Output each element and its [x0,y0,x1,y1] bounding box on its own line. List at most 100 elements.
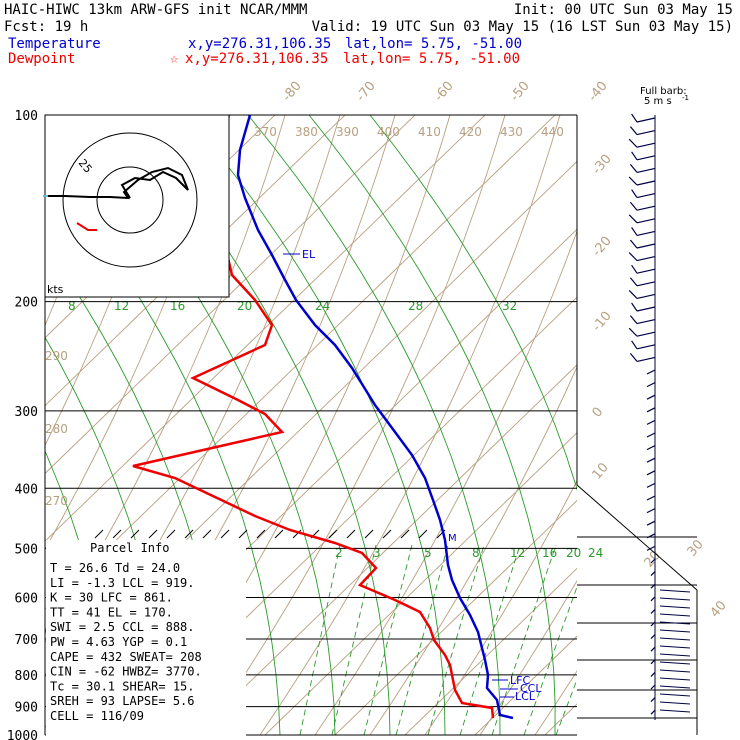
wind-barbs [628,113,691,720]
pressure-tick-label: 1000 [7,729,38,740]
wind-barb [636,155,656,161]
isotherm-label-right: 10 [590,460,612,482]
wind-barb [646,419,656,425]
hatch-mark [256,529,266,539]
wind-barb [646,520,656,526]
wind-barb [646,394,656,400]
ccl-marker-label: CCL [520,682,542,695]
wind-barb-flag [631,302,638,312]
lfc-marker-label: LFC [510,674,530,687]
hatch-mark [328,529,338,539]
isotherm-line [404,567,577,735]
lcl-marker-label: LCL [515,690,536,703]
dry-adiabat-line [590,115,740,735]
wind-barb [636,319,656,325]
wind-barb-flag [629,164,638,173]
hatch-mark [238,529,248,539]
wind-barb-flag [628,252,638,262]
wind-barb-flag [631,189,638,198]
parcel-row: LI = -1.3 LCL = 919. [50,576,195,590]
wind-barb [636,268,656,274]
wind-barb [650,671,656,677]
wind-barb-flag [629,277,638,287]
isotherm-line [264,432,577,735]
parcel-title: Parcel Info [90,541,169,555]
isotherm-line [615,115,740,735]
wind-barb-flag [631,340,638,350]
wind-barb-low [659,605,691,609]
pressure-tick-label: 500 [15,542,38,557]
mixing-ratio-line [427,544,485,735]
wind-barb [650,596,656,602]
moist-adiabat-line [308,115,556,735]
wind-barb-low [659,677,691,681]
wind-barb [646,495,656,501]
mixing-ratio-line [363,544,413,735]
temperature-xy: x,y=276.31,106.35 [188,36,331,52]
hatch-mark [382,529,392,539]
pressure-tick-label: 300 [15,405,38,420]
parcel-row: CAPE = 432 SWEAT= 208 [50,650,202,664]
hatch-mark [220,529,230,539]
header-init: Init: 00 UTC Sun 03 May 15 [514,2,733,18]
isotherm-label-right: 0 [590,405,607,421]
theta-label-top: 420 [459,125,482,139]
wind-barb-low [659,693,691,697]
hatch-mark [364,529,374,539]
dewpoint-star-icon: ☆ [170,51,179,67]
hatch-mark [418,529,428,539]
pressure-tick-label: 200 [15,296,38,311]
wind-barb [636,180,656,186]
theta-label-top: 390 [336,125,359,139]
hatch-mark [184,529,194,539]
hodograph-units-label: kts [47,283,64,296]
theta-label-left: 280 [45,422,68,436]
wind-barb [650,709,656,715]
mixing-ratio-label-upper: 16 [170,299,185,313]
pressure-tick-label: 900 [15,701,38,716]
wind-barb [650,684,656,690]
dry-adiabat-line [314,229,577,735]
parcel-info-panel: Parcel Info T = 26.6 Td = 24.0LI = -1.3 L… [46,540,246,736]
barb-caption: Full barb: [640,86,687,97]
dry-adiabat-line [479,579,577,735]
isotherm-label-top: -50 [508,79,533,105]
theta-label-top: 410 [418,125,441,139]
mixing-ratio-label-upper: 8 [68,299,76,313]
pressure-tick-label: 400 [15,482,38,497]
wind-barb-low [659,589,691,593]
mixing-ratio-label-lower: 5 [424,546,432,560]
moist-adiabat-line [186,115,446,735]
moist-adiabat-line [247,115,501,735]
wind-barb [636,142,656,148]
wind-barb-low [659,621,691,625]
theta-label-top: 440 [541,125,564,139]
parcel-row: CIN = -62 HWBZ= 3770. [50,665,202,679]
m-marker-label: M [448,533,457,544]
parcel-row: T = 26.6 Td = 24.0 [50,561,180,575]
theta-label-top: 380 [295,125,318,139]
mixing-ratio-line [491,544,557,735]
wind-barb-flag [628,176,638,186]
wind-barb-low [659,645,691,649]
wind-barb [650,558,656,564]
wind-barb [636,167,656,173]
wind-barb [636,356,656,362]
hodograph-ring-inner [96,166,164,234]
pressure-tick-label: 600 [15,591,38,606]
isotherm-label-top: -80 [280,79,305,105]
parcel-row: SREH = 93 LAPSE= 5.6 [50,694,195,708]
wind-barb [650,634,656,640]
wind-barb-low [659,661,691,665]
dewpoint-latlon: lat,lon= 5.75, -51.00 [343,51,520,67]
mixing-ratio-label-upper: 28 [408,299,423,313]
wind-barb [646,407,656,413]
wind-barb [650,583,656,589]
isotherm-line [45,115,486,542]
wind-barb [646,457,656,463]
wind-barb [650,571,656,577]
mixing-ratio-label-upper: 32 [502,299,517,313]
